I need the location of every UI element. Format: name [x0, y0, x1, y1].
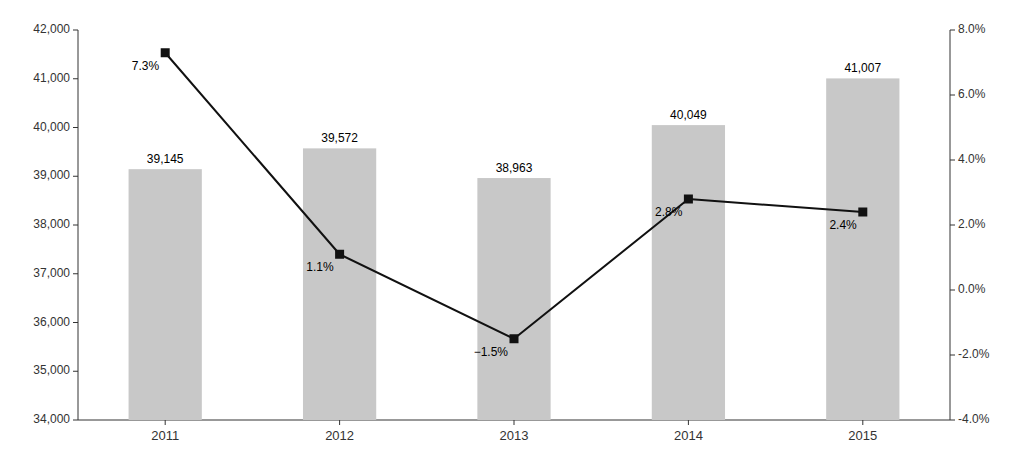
- x-tick-label: 2012: [325, 428, 354, 443]
- line-marker: [684, 195, 693, 204]
- left-tick-label: 40,000: [33, 120, 70, 134]
- bar: [826, 78, 899, 420]
- bar-value-label: 39,572: [321, 131, 358, 145]
- bar: [652, 125, 725, 420]
- bar-value-label: 38,963: [496, 161, 533, 175]
- chart: 34,000 35,000 36,000 37,000 38,000 39,000 40,0…: [0, 0, 1024, 466]
- bar: [303, 148, 376, 420]
- right-tick-label: 8.0%: [958, 22, 986, 36]
- x-tick-label: 2011: [151, 428, 179, 443]
- left-tick-label: 34,000: [33, 412, 70, 426]
- left-tick: [73, 225, 78, 226]
- x-tick-label: 2014: [674, 428, 703, 443]
- left-tick-label: 37,000: [33, 266, 70, 280]
- bar: [477, 178, 550, 420]
- line-value-label: 2.8%: [655, 205, 683, 219]
- line-marker: [335, 250, 344, 259]
- line-value-label: 7.3%: [132, 59, 160, 73]
- x-tick-label: 2013: [500, 428, 529, 443]
- line-value-label: −1.5%: [474, 345, 509, 359]
- left-tick: [73, 127, 78, 128]
- left-tick-label: 35,000: [33, 363, 70, 377]
- line-value-label: 2.4%: [829, 218, 857, 232]
- plot-area: [129, 48, 900, 420]
- right-tick-label: 0.0%: [958, 282, 986, 296]
- x-tick: [514, 420, 515, 425]
- right-tick-label: 2.0%: [958, 217, 986, 231]
- left-tick-label: 41,000: [33, 71, 70, 85]
- right-tick-label: 4.0%: [958, 152, 986, 166]
- right-tick-label: -4.0%: [958, 412, 990, 426]
- data-labels: 39,145 39,572 38,963 40,049 41,007 7.3% 1.1% −1…: [132, 59, 882, 359]
- right-tick: [950, 225, 955, 226]
- right-tick: [950, 290, 955, 291]
- x-tick: [688, 420, 689, 425]
- bar: [129, 169, 202, 420]
- left-tick: [73, 273, 78, 274]
- left-tick: [73, 30, 78, 31]
- line: [165, 53, 863, 339]
- left-tick: [73, 176, 78, 177]
- right-tick: [950, 420, 955, 421]
- bar-value-label: 40,049: [670, 108, 707, 122]
- right-tick-label: 6.0%: [958, 87, 986, 101]
- left-tick: [73, 322, 78, 323]
- x-tick: [862, 420, 863, 425]
- bar-value-label: 39,145: [147, 152, 184, 166]
- right-tick-label: -2.0%: [958, 347, 990, 361]
- left-tick: [73, 371, 78, 372]
- right-tick: [950, 30, 955, 31]
- x-tick: [165, 420, 166, 425]
- bar-value-label: 41,007: [844, 61, 881, 75]
- line-value-label: 1.1%: [306, 260, 334, 274]
- left-tick: [73, 78, 78, 79]
- line-marker: [858, 208, 867, 217]
- line-marker: [510, 334, 519, 343]
- x-tick-label: 2015: [848, 428, 877, 443]
- left-tick-label: 38,000: [33, 217, 70, 231]
- right-tick: [950, 160, 955, 161]
- line-marker: [161, 48, 170, 57]
- left-tick-label: 39,000: [33, 168, 70, 182]
- left-tick: [73, 420, 78, 421]
- left-tick-label: 36,000: [33, 315, 70, 329]
- right-tick: [950, 355, 955, 356]
- x-tick: [339, 420, 340, 425]
- right-tick: [950, 95, 955, 96]
- left-tick-label: 42,000: [33, 22, 70, 36]
